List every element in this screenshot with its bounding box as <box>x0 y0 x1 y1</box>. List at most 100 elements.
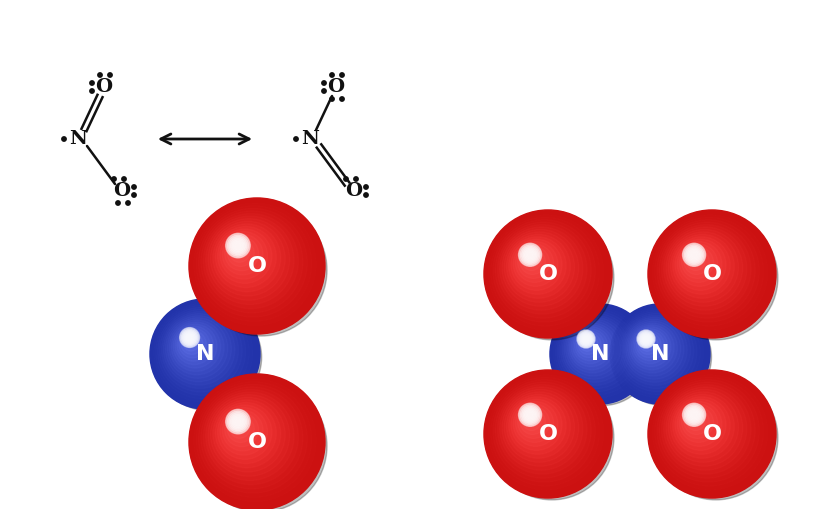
Circle shape <box>569 325 614 370</box>
Circle shape <box>688 249 700 261</box>
Circle shape <box>508 237 566 294</box>
Circle shape <box>635 331 665 360</box>
Text: N: N <box>301 130 319 148</box>
Text: O: O <box>328 78 344 96</box>
Circle shape <box>633 329 668 364</box>
Circle shape <box>638 331 654 347</box>
Circle shape <box>227 235 248 257</box>
Circle shape <box>189 374 325 509</box>
Circle shape <box>211 397 285 472</box>
Circle shape <box>150 299 260 409</box>
Circle shape <box>648 370 776 498</box>
Circle shape <box>528 252 533 258</box>
Circle shape <box>158 307 246 395</box>
Circle shape <box>215 227 277 288</box>
Circle shape <box>566 321 621 376</box>
Circle shape <box>657 380 759 482</box>
Circle shape <box>217 405 272 460</box>
Circle shape <box>648 210 776 338</box>
Circle shape <box>293 137 298 141</box>
Circle shape <box>230 414 246 429</box>
Circle shape <box>661 385 751 474</box>
Circle shape <box>155 305 249 399</box>
Circle shape <box>553 308 644 398</box>
Circle shape <box>528 412 533 418</box>
Circle shape <box>488 375 604 490</box>
Circle shape <box>196 206 312 321</box>
Circle shape <box>560 316 630 385</box>
Circle shape <box>520 245 540 265</box>
Circle shape <box>182 330 197 345</box>
Circle shape <box>576 332 601 357</box>
Circle shape <box>487 373 608 494</box>
Circle shape <box>508 397 566 455</box>
Circle shape <box>513 402 558 446</box>
Circle shape <box>322 89 326 93</box>
Circle shape <box>329 97 334 101</box>
Circle shape <box>585 338 587 340</box>
Circle shape <box>628 323 677 373</box>
Circle shape <box>584 340 589 345</box>
Circle shape <box>179 330 206 358</box>
Circle shape <box>511 399 562 450</box>
Circle shape <box>684 409 710 435</box>
Circle shape <box>484 210 612 338</box>
Circle shape <box>222 234 263 275</box>
Circle shape <box>684 249 710 274</box>
Circle shape <box>233 241 242 250</box>
Circle shape <box>579 336 594 351</box>
Circle shape <box>652 375 767 490</box>
Circle shape <box>693 253 696 256</box>
Circle shape <box>520 249 545 274</box>
Text: N: N <box>69 130 87 148</box>
Circle shape <box>227 411 248 432</box>
Circle shape <box>222 410 263 451</box>
Circle shape <box>177 328 210 361</box>
Circle shape <box>62 137 66 141</box>
Circle shape <box>518 243 542 266</box>
Circle shape <box>211 221 285 296</box>
Circle shape <box>504 232 574 302</box>
Circle shape <box>688 409 700 420</box>
Circle shape <box>234 247 241 254</box>
Circle shape <box>666 230 742 306</box>
Circle shape <box>89 81 94 85</box>
Circle shape <box>220 408 268 455</box>
Circle shape <box>98 73 102 77</box>
Circle shape <box>640 333 651 345</box>
Circle shape <box>680 244 718 282</box>
Circle shape <box>675 399 726 450</box>
Circle shape <box>686 406 703 423</box>
Circle shape <box>171 322 221 372</box>
Circle shape <box>237 244 239 247</box>
Circle shape <box>213 400 281 468</box>
Circle shape <box>640 336 655 351</box>
Circle shape <box>229 236 247 255</box>
Circle shape <box>167 318 228 378</box>
Circle shape <box>186 338 192 344</box>
Circle shape <box>189 198 325 334</box>
Circle shape <box>515 244 553 282</box>
Circle shape <box>495 222 591 318</box>
Circle shape <box>652 215 767 330</box>
Circle shape <box>226 233 250 258</box>
Circle shape <box>554 308 651 406</box>
Circle shape <box>497 224 587 314</box>
Circle shape <box>116 201 120 205</box>
Circle shape <box>614 308 704 398</box>
Circle shape <box>637 330 655 348</box>
Circle shape <box>339 73 344 77</box>
Circle shape <box>673 397 730 455</box>
Circle shape <box>500 387 583 470</box>
Circle shape <box>507 394 570 458</box>
Circle shape <box>640 332 653 346</box>
Circle shape <box>183 331 196 344</box>
Circle shape <box>217 229 272 284</box>
Circle shape <box>189 374 325 509</box>
Circle shape <box>691 252 697 258</box>
Circle shape <box>520 409 545 435</box>
Circle shape <box>641 334 650 344</box>
Circle shape <box>227 239 254 267</box>
Circle shape <box>520 405 540 425</box>
Text: O: O <box>95 78 113 96</box>
